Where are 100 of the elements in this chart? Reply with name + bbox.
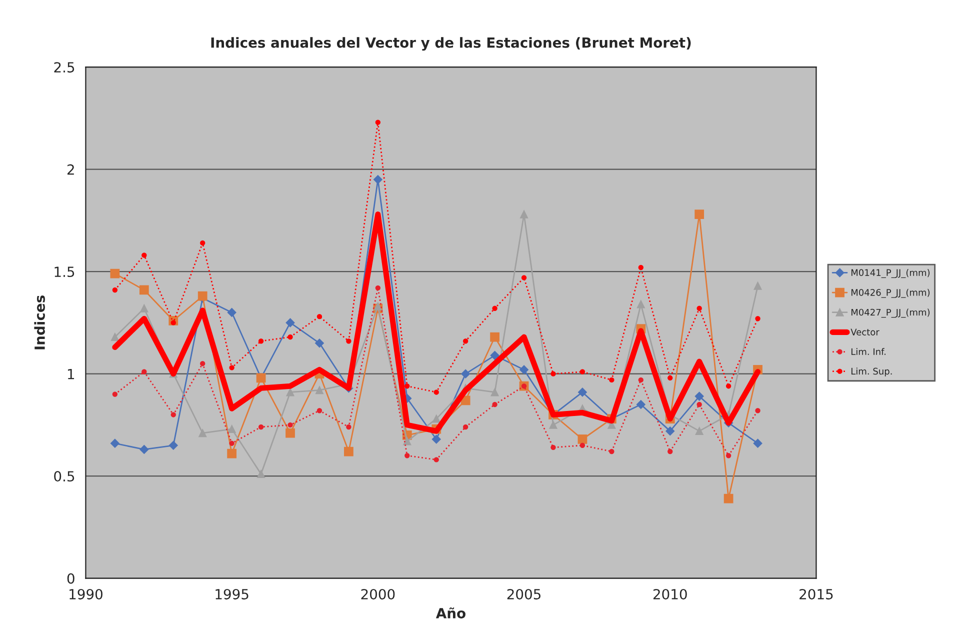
point (200, 360, 206, 366)
legend-label: M0426_P_JJ_(mm) (851, 288, 930, 298)
point (636, 300, 645, 308)
point (227, 448, 236, 458)
point (228, 425, 236, 434)
point (695, 427, 704, 436)
x-tick-label: 2005 (507, 588, 540, 600)
point (492, 306, 498, 311)
point (755, 408, 760, 414)
point (375, 120, 381, 125)
point (110, 438, 120, 448)
point (110, 268, 120, 278)
point (286, 428, 295, 438)
point (696, 402, 702, 408)
point (520, 210, 528, 218)
point (375, 285, 381, 291)
point (550, 371, 556, 376)
legend-label: Lim. Sup. (851, 368, 892, 376)
point (373, 175, 382, 184)
point (462, 338, 468, 344)
point (316, 314, 322, 320)
point (168, 440, 178, 450)
point (258, 338, 264, 344)
legend-label: Lim. Inf. (851, 348, 886, 355)
point (286, 388, 294, 396)
point (638, 377, 644, 383)
x-tick-label: 2015 (800, 588, 833, 600)
y-tick-label: 1 (68, 368, 74, 380)
point (229, 440, 234, 446)
point (140, 304, 148, 312)
point (578, 434, 588, 444)
point (754, 282, 762, 290)
point (668, 448, 673, 454)
x-axis-title: Año (436, 607, 466, 618)
point (753, 438, 762, 448)
point (432, 434, 441, 444)
point (609, 377, 614, 383)
point (346, 338, 352, 344)
point (580, 442, 586, 448)
point (694, 210, 704, 220)
point (580, 369, 586, 374)
point (755, 316, 760, 322)
point (726, 453, 732, 458)
point (490, 388, 499, 396)
point (227, 308, 236, 317)
point (229, 365, 234, 370)
point (139, 285, 149, 295)
point (198, 429, 207, 438)
point (520, 365, 528, 374)
y-tick-label: 2 (67, 164, 74, 175)
point (490, 350, 500, 360)
x-tick-label: 1990 (70, 588, 102, 600)
point (374, 302, 382, 310)
point (346, 424, 352, 430)
point (315, 338, 324, 348)
point (112, 392, 118, 397)
point (315, 386, 324, 394)
y-tick-label: 0 (67, 573, 74, 584)
point (726, 383, 732, 389)
point (140, 445, 149, 454)
point (490, 332, 500, 342)
point (638, 264, 644, 270)
point (170, 412, 176, 418)
point (636, 400, 646, 409)
point (666, 426, 675, 436)
point (521, 275, 527, 280)
point (316, 408, 322, 414)
point (434, 390, 439, 395)
point (344, 446, 354, 456)
legend-label: M0427_P_JJ_(mm) (851, 308, 930, 318)
legend-label: Vector (850, 328, 880, 336)
point (550, 444, 556, 450)
y-axis-title: Indices (34, 296, 45, 350)
point (112, 287, 118, 293)
x-tick-label: 2000 (361, 588, 395, 600)
point (110, 333, 119, 341)
point (257, 470, 266, 478)
point (258, 424, 264, 430)
x-tick-label: 1995 (216, 588, 248, 600)
point (142, 369, 147, 374)
point (578, 388, 587, 397)
point (404, 383, 410, 389)
x-tick-label: 2010 (653, 588, 687, 600)
point (434, 457, 439, 462)
point (461, 369, 470, 378)
point (492, 402, 498, 408)
y-tick-label: 2.5 (54, 62, 74, 73)
chart-title: Indices anuales del Vector y de las Estaciones (Brunet Moret) (211, 37, 691, 51)
point (432, 414, 440, 423)
point (609, 448, 614, 454)
point (403, 437, 412, 446)
point (288, 422, 293, 428)
point (200, 240, 206, 246)
point (462, 424, 468, 430)
point (142, 252, 147, 258)
point (404, 453, 410, 458)
y-tick-label: 0.5 (54, 471, 74, 482)
point (668, 375, 673, 381)
point (724, 494, 734, 504)
y-tick-label: 1.5 (54, 266, 74, 278)
